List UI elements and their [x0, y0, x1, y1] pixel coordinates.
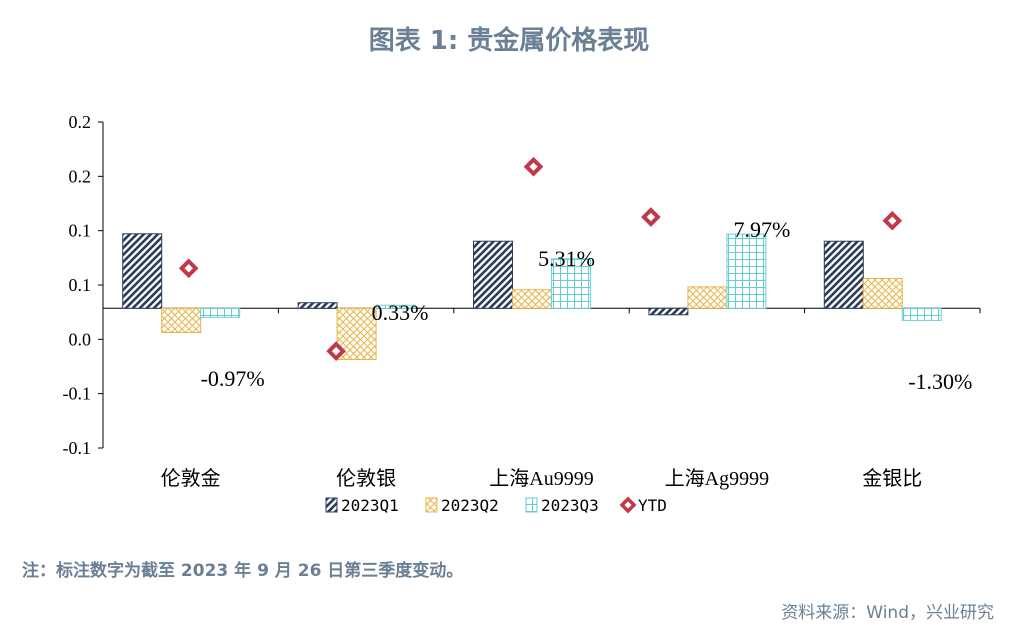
bar-2023Q1 — [823, 240, 864, 309]
chart-title: 图表 1: 贵金属价格表现 — [368, 26, 650, 56]
ytd-point — [882, 210, 903, 231]
y-tick-label: 0.2 — [69, 112, 92, 132]
bar-2023Q2 — [687, 286, 728, 309]
legend-swatch — [525, 497, 538, 513]
bar-2023Q3 — [375, 304, 416, 309]
y-tick-label: -0.1 — [63, 384, 92, 404]
legend-label: 2023Q3 — [541, 496, 599, 515]
bar-2023Q3 — [551, 258, 591, 309]
bar-2023Q1 — [648, 307, 689, 316]
footnote: 注：标注数字为截至 2023 年 9 月 26 日第三季度变动。 — [22, 561, 464, 581]
bar-2023Q2 — [862, 277, 903, 309]
bar-2023Q1 — [122, 233, 163, 309]
ytd-point — [326, 341, 346, 361]
bar-2023Q2 — [512, 289, 552, 309]
q3-annotation: -0.97% — [201, 366, 265, 391]
legend-label: 2023Q1 — [341, 496, 399, 515]
legend-swatch — [325, 497, 338, 513]
q3-annotation: 5.31% — [538, 246, 595, 271]
x-category-label: 上海Ag9999 — [665, 467, 769, 490]
legend-swatch — [425, 497, 438, 513]
bar-2023Q3 — [200, 307, 241, 318]
q3-annotation: -1.30% — [908, 369, 972, 394]
y-tick-label: 0.0 — [69, 329, 92, 349]
x-category-label: 伦敦金 — [161, 467, 221, 490]
bar-2023Q3 — [901, 307, 942, 321]
y-tick-label: -0.1 — [63, 438, 92, 458]
q3-annotation: 0.33% — [372, 300, 429, 325]
ytd-point — [523, 156, 544, 177]
bar-2023Q2 — [161, 307, 202, 334]
x-category-label: 上海Au9999 — [489, 467, 593, 490]
ytd-point — [641, 207, 661, 227]
y-tick-label: 0.1 — [69, 275, 92, 295]
q3-annotation: 7.97% — [733, 217, 790, 242]
ytd-point — [178, 258, 199, 279]
y-tick-label: 0.2 — [69, 166, 92, 186]
x-category-label: 金银比 — [862, 467, 922, 490]
bar-2023Q1 — [473, 240, 513, 309]
bar-2023Q1 — [297, 302, 338, 309]
x-category-label: 伦敦银 — [336, 467, 396, 490]
source-note: 资料来源：Wind，兴业研究 — [781, 603, 994, 623]
legend-label: 2023Q2 — [441, 496, 499, 515]
bar-2023Q3 — [726, 233, 767, 309]
y-tick-label: 0.1 — [69, 221, 92, 241]
legend-label: YTD — [638, 496, 667, 515]
legend-swatch — [619, 496, 637, 514]
